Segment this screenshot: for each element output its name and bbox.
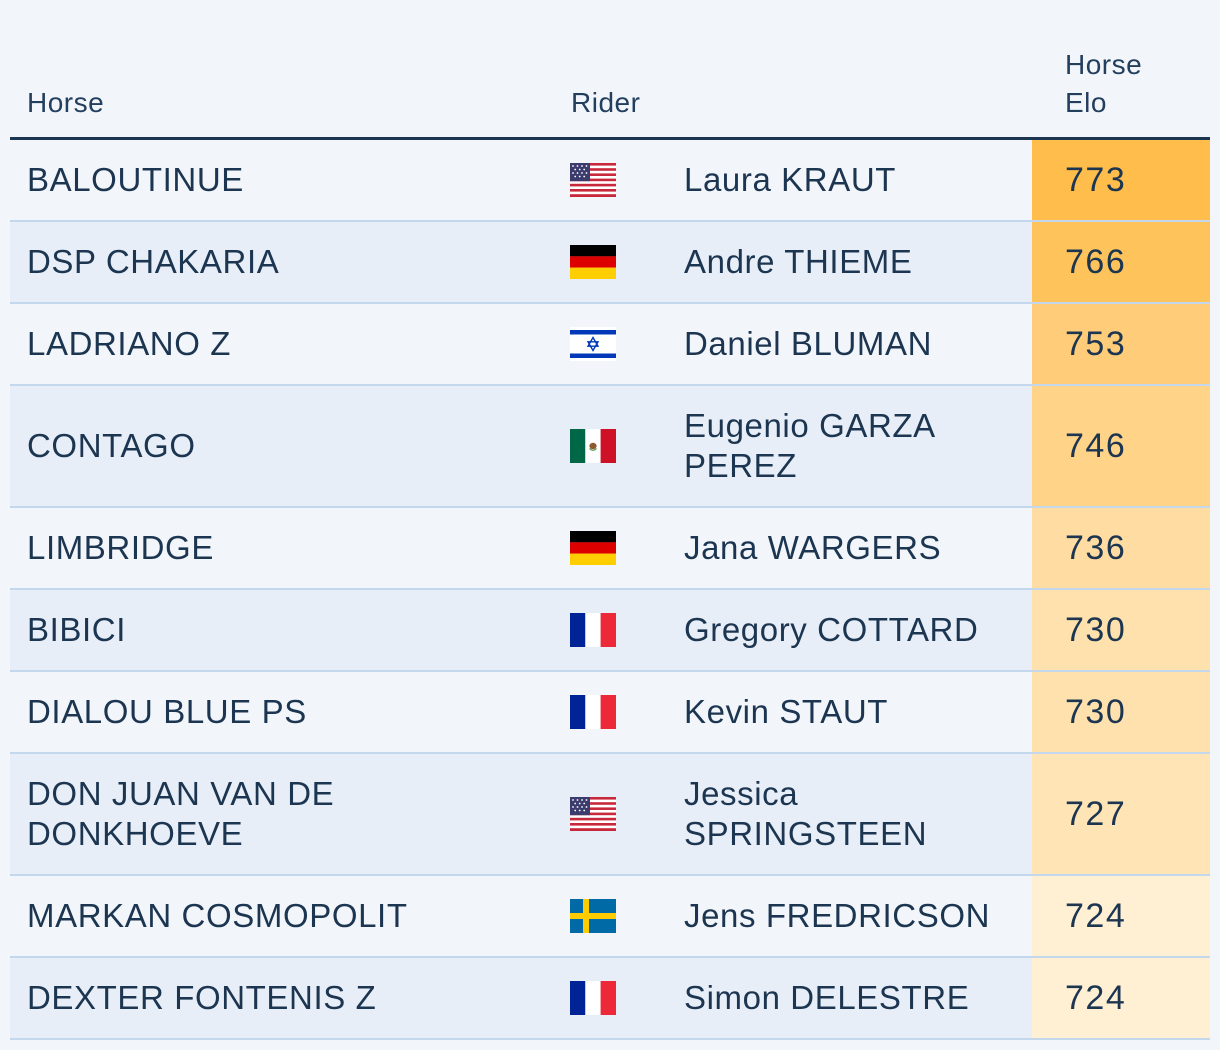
rider-name[interactable]: Gregory COTTARD <box>684 611 979 648</box>
usa-flag-icon <box>570 140 618 220</box>
rider-name[interactable]: Jana WARGERS <box>684 529 942 566</box>
column-header-horse-elo[interactable]: Horse Elo <box>1065 46 1205 122</box>
table-header: Horse Rider Horse Elo <box>10 0 1210 140</box>
horse-name: LIMBRIDGE <box>27 529 214 566</box>
elo-value: 746 <box>1032 386 1210 506</box>
table-row[interactable]: LIMBRIDGE Jana WARGERS 736 <box>10 508 1210 590</box>
table-row[interactable]: DSP CHAKARIA Andre THIEME 766 <box>10 222 1210 304</box>
table-row[interactable]: BIBICI Gregory COTTARD 730 <box>10 590 1210 672</box>
horse-name: CONTAGO <box>27 427 196 464</box>
elo-value: 724 <box>1032 876 1210 956</box>
elo-value: 766 <box>1032 222 1210 302</box>
table-row[interactable]: BALOUTINUE Laura KRAUT 773 <box>10 140 1210 222</box>
elo-value: 753 <box>1032 304 1210 384</box>
horse-name: MARKAN COSMOPOLIT <box>27 897 408 934</box>
table-row[interactable]: DIALOU BLUE PS Kevin STAUT 730 <box>10 672 1210 754</box>
usa-flag-icon <box>570 754 618 874</box>
france-flag-icon <box>570 590 618 670</box>
rider-name[interactable]: Laura KRAUT <box>684 161 897 198</box>
horse-name: BALOUTINUE <box>27 161 244 198</box>
column-header-elo-line2: Elo <box>1065 87 1107 118</box>
elo-value: 730 <box>1032 590 1210 670</box>
elo-value: 727 <box>1032 754 1210 874</box>
column-header-elo-line1: Horse <box>1065 49 1143 80</box>
table-row[interactable]: LADRIANO Z Daniel BLUMAN 753 <box>10 304 1210 386</box>
horse-name: DON JUAN VAN DE DONKHOEVE <box>27 775 335 852</box>
horse-name: LADRIANO Z <box>27 325 232 362</box>
rider-name[interactable]: Jens FREDRICSON <box>684 897 991 934</box>
column-header-horse[interactable]: Horse <box>27 87 105 118</box>
germany-flag-icon <box>570 508 618 588</box>
horse-name: BIBICI <box>27 611 126 648</box>
elo-value: 724 <box>1032 958 1210 1038</box>
mexico-flag-icon <box>570 386 618 506</box>
horse-name: DEXTER FONTENIS Z <box>27 979 377 1016</box>
table-row[interactable]: DON JUAN VAN DE DONKHOEVE Jessica SPRING… <box>10 754 1210 876</box>
table-row[interactable]: DEXTER FONTENIS Z Simon DELESTRE 724 <box>10 958 1210 1040</box>
rider-name[interactable]: Jessica SPRINGSTEEN <box>684 775 928 852</box>
rider-name[interactable]: Simon DELESTRE <box>684 979 970 1016</box>
germany-flag-icon <box>570 222 618 302</box>
horse-name: DIALOU BLUE PS <box>27 693 307 730</box>
elo-value: 730 <box>1032 672 1210 752</box>
israel-flag-icon <box>570 304 618 384</box>
horse-name: DSP CHAKARIA <box>27 243 280 280</box>
france-flag-icon <box>570 958 618 1038</box>
rider-name[interactable]: Kevin STAUT <box>684 693 889 730</box>
elo-table: Horse Rider Horse Elo BALOUTINUE <box>10 0 1210 1040</box>
elo-value: 736 <box>1032 508 1210 588</box>
rider-name[interactable]: Daniel BLUMAN <box>684 325 933 362</box>
elo-value: 773 <box>1032 140 1210 220</box>
france-flag-icon <box>570 672 618 752</box>
rider-name[interactable]: Eugenio GARZA PEREZ <box>684 407 934 484</box>
table-row[interactable]: MARKAN COSMOPOLIT Jens FREDRICSON 724 <box>10 876 1210 958</box>
sweden-flag-icon <box>570 876 618 956</box>
rider-name[interactable]: Andre THIEME <box>684 243 913 280</box>
column-header-rider[interactable]: Rider <box>571 87 641 118</box>
table-row[interactable]: CONTAGO Eugenio GARZA PEREZ 746 <box>10 386 1210 508</box>
